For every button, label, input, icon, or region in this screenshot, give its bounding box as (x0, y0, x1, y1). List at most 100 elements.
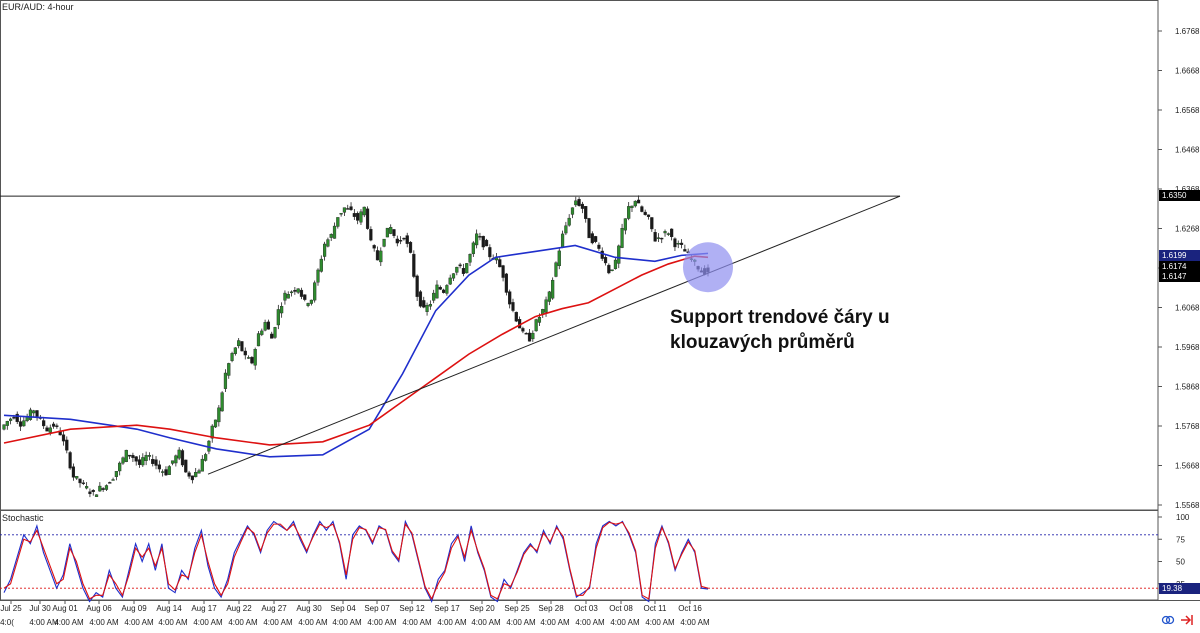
candle-body (114, 471, 118, 477)
candle-body (94, 494, 99, 497)
candle-body (240, 341, 244, 352)
candle-body (75, 476, 79, 479)
candle-body (127, 454, 132, 457)
candle-body (68, 452, 72, 469)
candle-body (362, 206, 366, 216)
candle-body (51, 423, 56, 427)
time-axis-time-label: 4:00 AM (298, 618, 328, 627)
candle-body (210, 425, 214, 439)
candle-body (547, 291, 551, 302)
stoch-d-line (3, 521, 709, 601)
candle-body (511, 302, 515, 311)
candle-body (289, 291, 294, 294)
candle-body (537, 316, 542, 323)
candle-body (200, 458, 204, 472)
price-tick-label: 1.5968 (1175, 343, 1200, 352)
candle-body (217, 407, 221, 423)
candle-body (197, 470, 201, 474)
candle-body (45, 427, 49, 432)
candle-body (32, 410, 36, 414)
candle-body (471, 242, 475, 255)
candle-body (603, 257, 608, 264)
candle-body (316, 269, 320, 283)
candle-body (620, 228, 624, 248)
candle-body (12, 416, 16, 419)
candle-body (246, 357, 251, 359)
candle-body (587, 218, 591, 239)
candle-body (441, 289, 446, 293)
candle-body (399, 240, 403, 242)
candle-body (319, 258, 323, 272)
time-axis-date-label: Jul 25 (0, 604, 22, 613)
candle-body (643, 211, 647, 215)
candle-body (85, 486, 89, 489)
candle-body (425, 305, 429, 312)
candle-body (382, 238, 386, 247)
candle-body (213, 419, 218, 428)
candle-body (283, 292, 287, 301)
candle-body (253, 349, 257, 366)
time-axis-time-label: 4:00 AM (680, 618, 710, 627)
candle-body (524, 333, 528, 335)
candle-body (484, 239, 489, 247)
chart-title: EUR/AUD: 4-hour (2, 2, 74, 12)
candle-body (260, 330, 264, 335)
stoch-panel-frame (0, 510, 1159, 601)
candle-body (461, 268, 466, 274)
time-axis-date-label: Aug 27 (261, 604, 287, 613)
candle-body (204, 454, 208, 461)
arrow-right-icon[interactable] (1181, 615, 1193, 625)
candle-body (313, 282, 317, 301)
candle-body (475, 233, 479, 246)
candle-body (422, 300, 426, 308)
candle-body (584, 206, 588, 219)
time-axis-time-label: 4:00 AM (540, 618, 570, 627)
candle-body (270, 333, 274, 339)
time-axis-date-label: Sep 20 (469, 604, 495, 613)
candle-body (385, 227, 389, 238)
candle-body (346, 208, 350, 210)
candle-body (22, 420, 26, 427)
candle-body (653, 232, 657, 242)
candle-body (574, 200, 578, 206)
candle-body (5, 421, 9, 426)
candle-body (610, 269, 614, 271)
candle-body (554, 262, 558, 277)
candle-body (650, 217, 654, 230)
candle-body (349, 206, 353, 210)
time-axis-date-label: Oct 08 (609, 604, 633, 613)
candle-body (230, 353, 234, 361)
stochastic-label: Stochastic (2, 513, 44, 523)
candle-body (560, 233, 565, 248)
candle-body (564, 225, 568, 234)
time-axis-date-label: Sep 17 (434, 604, 460, 613)
candle-body (663, 231, 667, 234)
candle-body (55, 425, 59, 427)
stoch-tick-label: 75 (1176, 535, 1185, 544)
candle-body (111, 479, 115, 481)
time-axis-time-label: 4:00 AM (89, 618, 119, 627)
time-axis-date-label: Aug 06 (86, 604, 112, 613)
time-axis-time-label: 4:00 AM (228, 618, 258, 627)
candle-body (451, 273, 456, 279)
candle-body (293, 290, 297, 292)
candle-body (465, 263, 469, 274)
candle-body (177, 449, 181, 459)
candle-body (478, 236, 482, 238)
candle-body (594, 236, 598, 242)
candle-body (329, 234, 333, 238)
price-panel-frame (0, 0, 1159, 511)
candle-body (71, 466, 76, 478)
price-tick-label: 1.6068 (1175, 304, 1200, 313)
candle-body (256, 333, 261, 347)
price-tag: 1.6174 (1159, 261, 1200, 272)
candle-body (339, 212, 343, 215)
price-tag: 1.6147 (1159, 271, 1200, 282)
candle-body (356, 213, 360, 221)
price-tick-label: 1.5768 (1175, 422, 1200, 431)
stoch-value-tag: 19.38 (1159, 582, 1200, 594)
time-axis-date-label: Aug 22 (226, 604, 252, 613)
link-icon[interactable] (1161, 615, 1175, 625)
stoch-tick-label: 50 (1176, 558, 1185, 567)
